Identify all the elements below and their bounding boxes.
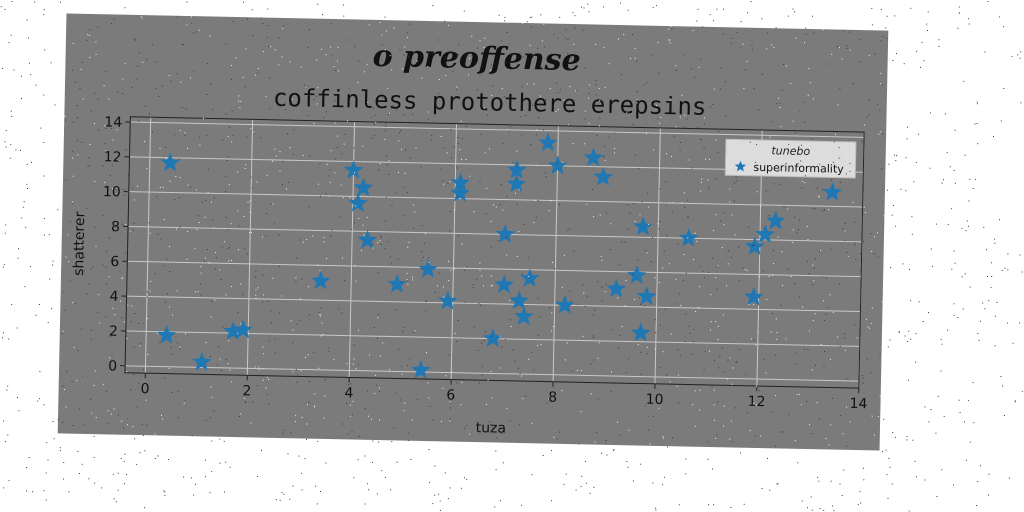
x-grid-line-5 [654, 127, 661, 384]
tick-layer: 0 2 4 6 8 10 12 14 0 2 4 6 8 10 12 14 [103, 114, 868, 412]
data-point-star-21 [509, 291, 529, 309]
data-point-star-28 [593, 167, 613, 186]
x-tick-label-0: 0 [140, 381, 149, 397]
x-tick-label-1: 2 [242, 383, 251, 399]
legend-label: superinformality [753, 161, 844, 176]
data-point-star-35 [745, 236, 765, 255]
data-point-star-26 [555, 295, 575, 314]
x-tick-label-7: 14 [849, 396, 867, 412]
x-grid-line-0 [144, 117, 152, 374]
y-tick-label-5: 10 [103, 184, 121, 200]
y-tick-label-7: 14 [104, 114, 122, 130]
x-tick-label-3: 6 [446, 387, 455, 403]
chart-title: o preoffense [372, 39, 581, 78]
data-point-star-9 [358, 230, 377, 249]
data-point-star-7 [348, 193, 368, 212]
legend: tunebo superinformality [724, 138, 857, 179]
y-grid-line-5 [128, 191, 863, 208]
data-point-star-36 [744, 287, 764, 306]
data-point-star-23 [520, 268, 540, 287]
y-tick-label-1: 2 [109, 324, 118, 340]
data-point-star-20 [507, 174, 526, 193]
data-point-star-22 [514, 306, 534, 325]
data-point-star-34 [679, 228, 699, 247]
y-axis-label: shatterer [71, 211, 88, 276]
chart-photo: o preoffense coffinless protothere ereps… [57, 13, 889, 451]
data-point-star-12 [411, 360, 431, 379]
data-point-star-8 [354, 178, 373, 196]
data-point-star-2 [192, 352, 212, 371]
data-point-star-1 [157, 325, 176, 344]
data-point-star-32 [631, 323, 651, 342]
y-tick-label-6: 12 [103, 149, 121, 165]
y-tick-label-0: 0 [108, 358, 117, 374]
y-tick-label-2: 4 [109, 289, 118, 305]
data-point-star-25 [548, 156, 567, 174]
data-point-star-13 [438, 291, 458, 310]
x-tick-label-5: 10 [646, 392, 664, 408]
data-point-star-27 [584, 148, 603, 166]
x-grid-line-3 [450, 123, 457, 380]
plot-area [124, 116, 865, 389]
scatter-chart: o preoffense coffinless protothere ereps… [71, 39, 868, 437]
y-grid-line-2 [126, 295, 861, 313]
x-axis-label: tuza [476, 420, 507, 437]
y-grid-line-4 [128, 225, 862, 243]
data-point-star-31 [633, 217, 653, 235]
data-point-star-29 [606, 279, 626, 298]
data-point-star-17 [495, 224, 515, 243]
legend-title: tunebo [771, 144, 810, 158]
data-point-star-6 [344, 160, 363, 179]
data-point-star-18 [494, 275, 514, 293]
data-point-star-37 [755, 224, 775, 243]
chart-subtitle: coffinless protothere erepsins [273, 84, 707, 121]
x-tick-label-6: 12 [747, 394, 765, 410]
data-point-star-39 [823, 182, 842, 201]
point-layer [157, 133, 842, 379]
data-point-star-4 [233, 320, 253, 339]
y-tick-label-4: 8 [111, 219, 120, 235]
data-point-star-38 [766, 211, 786, 229]
plot-frame [124, 116, 865, 389]
data-point-star-5 [311, 271, 331, 290]
y-tick-label-3: 6 [110, 254, 119, 270]
data-point-star-0 [160, 153, 180, 172]
legend-box [724, 138, 857, 179]
y-grid-line-7 [130, 121, 865, 138]
data-point-star-33 [637, 286, 656, 305]
data-point-star-11 [418, 259, 438, 278]
data-point-star-30 [627, 265, 647, 284]
data-point-star-10 [387, 274, 407, 293]
data-point-star-24 [538, 133, 558, 152]
legend-marker-star [734, 160, 747, 172]
y-grid-line-0 [125, 365, 859, 382]
data-point-star-19 [507, 160, 527, 179]
y-grid-line-3 [127, 260, 862, 278]
data-point-star-16 [483, 328, 503, 347]
x-tick-label-2: 4 [344, 385, 353, 401]
x-grid-line-1 [246, 119, 254, 376]
x-tick-label-4: 8 [548, 390, 557, 406]
data-point-star-15 [450, 183, 470, 202]
